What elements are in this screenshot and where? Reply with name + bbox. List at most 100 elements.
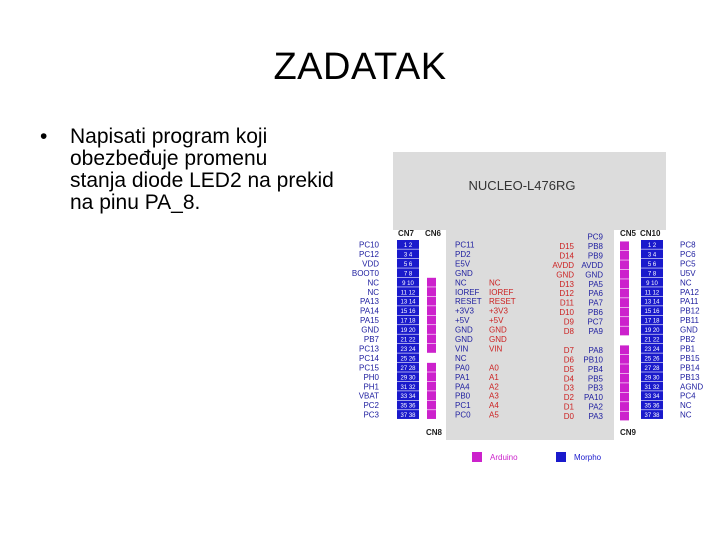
cn6-cn8-pin-block — [427, 296, 436, 306]
cn10-pin-number: 3 4 — [648, 252, 657, 258]
arduino-left-label: A1 — [489, 373, 499, 382]
bullet-line: na pinu PA_8. — [70, 191, 201, 214]
cn7-left-label: PA15 — [360, 316, 380, 325]
cn10-right-label: PC5 — [680, 259, 696, 268]
cn10-right-label: PC8 — [680, 241, 696, 250]
cn10-pin-number: 35 36 — [644, 404, 660, 410]
cn7-pin-number: 3 4 — [404, 252, 413, 258]
cn10-pin-block — [641, 343, 663, 353]
cn10-pin-block — [641, 353, 663, 363]
cn10-right-label: PC4 — [680, 392, 696, 401]
cn7-pin-number: 11 12 — [401, 290, 416, 296]
cn7-pin-number: 9 10 — [402, 281, 414, 287]
cn7-pin-block — [397, 315, 419, 325]
legend-arduino-label: Arduino — [490, 453, 518, 462]
bullet-line: obezbeđuje promenu — [70, 147, 268, 170]
arduino-right-label: D2 — [564, 393, 575, 402]
cn7-right-label: VIN — [455, 344, 469, 353]
arduino-right-label: D0 — [564, 412, 575, 421]
arduino-right-label: GND — [556, 270, 574, 279]
cn7-pin-block — [397, 249, 419, 259]
cn7-left-label: PA13 — [360, 297, 380, 306]
cn5-cn9-pin-block — [620, 373, 629, 383]
cn10-left-label: PA7 — [588, 299, 603, 308]
arduino-left-label: +3V3 — [489, 307, 508, 316]
cn7-pin-number: 1 2 — [404, 243, 413, 249]
arduino-right-label: D10 — [559, 308, 574, 317]
header-cn6: CN6 — [425, 229, 442, 238]
slide-title: ZADATAK — [273, 46, 447, 88]
cn10-right-label: NC — [680, 401, 692, 410]
cn10-pin-block — [641, 249, 663, 259]
cn6-cn8-pin-block — [427, 306, 436, 315]
cn10-left-label: PB8 — [588, 242, 604, 251]
cn10-left-label: PA2 — [588, 403, 603, 412]
cn7-pin-block — [397, 306, 419, 315]
arduino-left-label: A0 — [489, 363, 499, 372]
cn5-cn9-pin-block — [620, 279, 629, 289]
arduino-left-label: A2 — [489, 382, 499, 391]
cn7-left-label: PH0 — [363, 373, 379, 382]
board-top — [393, 152, 666, 230]
cn10-pin-block — [641, 258, 663, 268]
cn7-right-label: +3V3 — [455, 307, 474, 316]
bullet-line: Napisati program koji — [70, 125, 268, 148]
cn10-left-label: PB3 — [588, 384, 604, 393]
cn5-cn9-pin-block — [620, 250, 629, 260]
cn7-right-label: PC11 — [455, 241, 475, 250]
cn7-left-label: PC2 — [363, 401, 379, 410]
cn10-right-label: GND — [680, 326, 698, 335]
cn7-pin-block — [397, 372, 419, 382]
cn10-left-label: PC7 — [587, 318, 603, 327]
arduino-right-label: D1 — [564, 403, 575, 412]
cn6-cn8-pin-block — [427, 325, 436, 334]
cn7-pin-block — [397, 400, 419, 410]
cn7-left-label: PC3 — [363, 411, 379, 420]
cn7-pin-block — [397, 277, 419, 287]
header-cn10: CN10 — [640, 229, 661, 238]
cn7-pin-number: 31 32 — [400, 385, 416, 391]
arduino-right-label: D14 — [559, 251, 574, 260]
cn6-cn8-pin-block — [427, 381, 436, 391]
cn10-pin-number: 13 14 — [644, 300, 660, 306]
cn7-left-label: PH1 — [363, 382, 379, 391]
cn10-right-label: PA12 — [680, 288, 700, 297]
arduino-left-label: VIN — [489, 344, 503, 353]
cn5-cn9-pin-block — [620, 383, 629, 393]
cn10-right-label: PB12 — [680, 307, 700, 316]
header-cn8: CN8 — [426, 428, 443, 437]
cn6-cn8-pin-block — [427, 410, 436, 419]
bullet-item: • Napisati program koji obezbeđuje prome… — [40, 126, 380, 214]
cn10-pin-block — [641, 315, 663, 325]
cn7-pin-block — [397, 362, 419, 372]
cn7-right-label: RESET — [455, 297, 482, 306]
cn10-left-label: PA5 — [588, 280, 603, 289]
cn5-cn9-pin-block — [620, 364, 629, 374]
cn7-left-label: NC — [367, 278, 379, 287]
cn5-cn9-pin-block — [620, 411, 629, 421]
arduino-right-label: AVDD — [552, 261, 574, 270]
cn7-pin-block — [397, 258, 419, 268]
cn10-pin-block — [641, 381, 663, 391]
cn10-pin-block — [641, 296, 663, 306]
cn5-cn9-pin-block — [620, 326, 629, 336]
cn10-pin-block — [641, 277, 663, 287]
cn10-pin-number: 21 22 — [644, 338, 660, 344]
cn7-pin-block — [397, 287, 419, 297]
cn10-pin-number: 31 32 — [644, 385, 660, 391]
cn10-right-label: NC — [680, 411, 692, 420]
legend-morpho-label: Morpho — [574, 453, 602, 462]
cn10-right-label: PB1 — [680, 344, 696, 353]
cn6-cn8-pin-block — [427, 343, 436, 353]
cn7-pin-block — [397, 296, 419, 306]
header-cn9: CN9 — [620, 428, 637, 437]
cn10-right-label: PA11 — [680, 297, 699, 306]
cn10-right-label: AGND — [680, 382, 703, 391]
cn10-left-label: PA10 — [584, 393, 604, 402]
cn10-right-label: PC6 — [680, 250, 696, 259]
cn7-left-label: PA14 — [360, 307, 380, 316]
arduino-right-label: D3 — [564, 384, 575, 393]
cn10-right-label: PB11 — [680, 316, 700, 325]
cn10-pin-number: 37 38 — [644, 413, 660, 419]
